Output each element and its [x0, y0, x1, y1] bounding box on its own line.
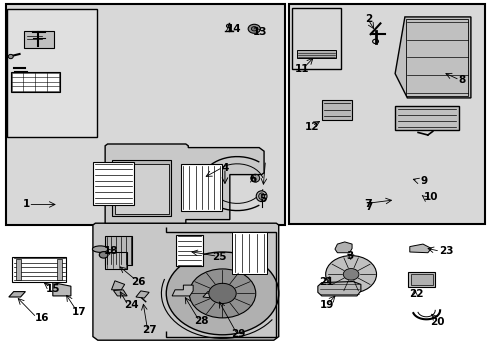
Ellipse shape [92, 246, 108, 252]
Text: 13: 13 [252, 27, 267, 37]
Polygon shape [394, 17, 470, 98]
Ellipse shape [250, 174, 259, 182]
Ellipse shape [247, 24, 260, 33]
Ellipse shape [99, 252, 108, 258]
Bar [410, 274, 432, 285]
Bar [297, 50, 336, 58]
Ellipse shape [8, 54, 13, 59]
Text: 10: 10 [423, 192, 438, 202]
Polygon shape [409, 244, 430, 253]
Circle shape [343, 269, 358, 280]
Bar [105, 236, 132, 265]
Text: 9: 9 [420, 176, 427, 186]
Polygon shape [172, 285, 193, 296]
Bar [115, 164, 168, 214]
Polygon shape [203, 292, 217, 298]
Text: 1: 1 [23, 199, 30, 210]
Bar [7, 9, 97, 137]
Text: 24: 24 [123, 300, 138, 310]
Text: 29: 29 [231, 329, 245, 339]
Text: 28: 28 [194, 316, 208, 326]
Text: 15: 15 [45, 284, 60, 294]
Bar [112, 160, 171, 216]
Polygon shape [219, 295, 232, 302]
Text: 14: 14 [226, 24, 241, 34]
Text: 6: 6 [249, 174, 256, 184]
Text: 2: 2 [365, 14, 372, 24]
Bar [16, 259, 21, 280]
Polygon shape [317, 282, 360, 296]
Ellipse shape [251, 27, 257, 31]
Text: 5: 5 [259, 194, 266, 204]
Text: 11: 11 [294, 64, 309, 74]
Polygon shape [53, 283, 71, 296]
Text: 19: 19 [319, 300, 333, 310]
Text: 27: 27 [142, 325, 156, 336]
Bar [176, 235, 203, 266]
Text: 16: 16 [34, 312, 49, 323]
Text: 21: 21 [319, 276, 333, 287]
Bar [105, 252, 127, 269]
Bar [394, 106, 458, 130]
Text: 7: 7 [363, 199, 371, 210]
Text: 18: 18 [104, 246, 119, 256]
Text: 20: 20 [429, 317, 444, 327]
Bar [6, 4, 284, 225]
Text: 8: 8 [458, 75, 465, 85]
Polygon shape [136, 291, 149, 298]
Text: 12: 12 [304, 122, 319, 132]
Circle shape [189, 269, 255, 318]
Text: 22: 22 [408, 289, 423, 300]
Bar [232, 232, 266, 274]
Bar [292, 8, 341, 69]
Circle shape [208, 283, 236, 303]
Bar [289, 4, 484, 224]
Bar [181, 164, 222, 211]
Polygon shape [111, 281, 124, 290]
Polygon shape [113, 290, 127, 296]
Ellipse shape [226, 24, 231, 28]
Bar [12, 257, 66, 282]
Bar [405, 19, 467, 96]
Text: 7: 7 [365, 202, 372, 212]
Circle shape [325, 256, 376, 293]
Polygon shape [93, 223, 278, 340]
Bar [407, 272, 434, 287]
Circle shape [166, 252, 278, 335]
Text: 17: 17 [72, 307, 86, 318]
Bar [57, 259, 62, 280]
Bar [321, 100, 351, 120]
Bar [93, 162, 134, 205]
Polygon shape [334, 242, 351, 253]
Text: 3: 3 [346, 251, 352, 261]
Bar [24, 31, 54, 48]
Polygon shape [9, 292, 25, 297]
Text: 26: 26 [130, 276, 145, 287]
Ellipse shape [256, 191, 266, 202]
Polygon shape [105, 144, 264, 223]
Bar [11, 72, 60, 92]
Text: 25: 25 [211, 252, 226, 262]
Text: 4: 4 [221, 163, 228, 174]
Text: 23: 23 [438, 246, 452, 256]
Ellipse shape [258, 193, 264, 199]
